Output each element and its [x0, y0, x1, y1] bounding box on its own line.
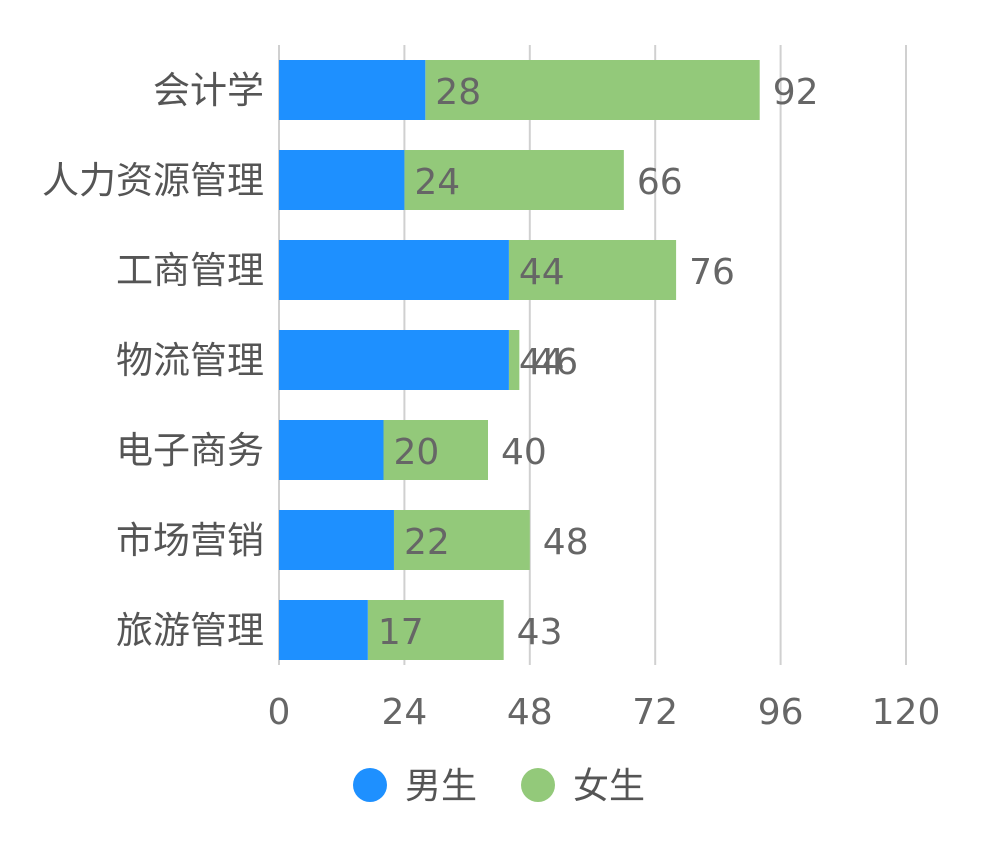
data-label-female: 76 [689, 252, 735, 293]
legend-label-female: 女生 [573, 766, 645, 807]
category-label: 物流管理 [116, 339, 264, 382]
legend: 男生 女生 [353, 766, 645, 807]
data-label-female: 40 [501, 432, 547, 473]
data-label-male: 17 [378, 612, 424, 653]
data-label-male: 44 [519, 342, 565, 383]
bar-male [279, 510, 394, 570]
category-label: 电子商务 [116, 429, 264, 472]
data-label-male: 20 [394, 432, 440, 473]
category-label: 工商管理 [116, 249, 264, 292]
x-tick-label: 48 [507, 692, 553, 733]
axis-layer: 0 24 48 72 96 120 会计学人力资源管理工商管理物流管理电子商务市场营销旅游管… [42, 69, 940, 733]
category-label: 市场营销 [116, 519, 264, 562]
data-label-male: 24 [414, 162, 460, 203]
data-label-female: 66 [637, 162, 683, 203]
data-label-female: 48 [543, 522, 589, 563]
data-label-male: 22 [404, 522, 450, 563]
bar-male [279, 420, 384, 480]
bar-male [279, 60, 426, 120]
x-tick-label: 120 [872, 692, 941, 733]
data-label-female: 46 [532, 342, 578, 383]
category-label: 会计学 [153, 69, 264, 112]
bar-female [404, 150, 624, 210]
legend-marker-male [353, 768, 387, 802]
bar-male [279, 240, 509, 300]
category-label: 旅游管理 [116, 609, 264, 652]
bar-female [508, 330, 520, 390]
x-tick-label: 72 [632, 692, 678, 733]
x-tick-label: 24 [381, 692, 427, 733]
legend-marker-female [521, 768, 555, 802]
x-tick-label: 0 [268, 692, 291, 733]
bar-female [367, 600, 504, 660]
data-label-female: 92 [773, 72, 819, 113]
bar-male [279, 600, 368, 660]
data-label-male: 44 [519, 252, 565, 293]
bar-male [279, 330, 509, 390]
category-label: 人力资源管理 [42, 159, 264, 202]
data-label-female: 43 [517, 612, 563, 653]
bar-female [383, 420, 488, 480]
bar-male [279, 150, 405, 210]
bar-female [393, 510, 530, 570]
x-tick-label: 96 [758, 692, 804, 733]
data-label-male: 28 [435, 72, 481, 113]
bars-layer [279, 60, 760, 660]
bar-female [508, 240, 677, 300]
legend-label-male: 男生 [405, 766, 477, 807]
bar-female [425, 60, 760, 120]
